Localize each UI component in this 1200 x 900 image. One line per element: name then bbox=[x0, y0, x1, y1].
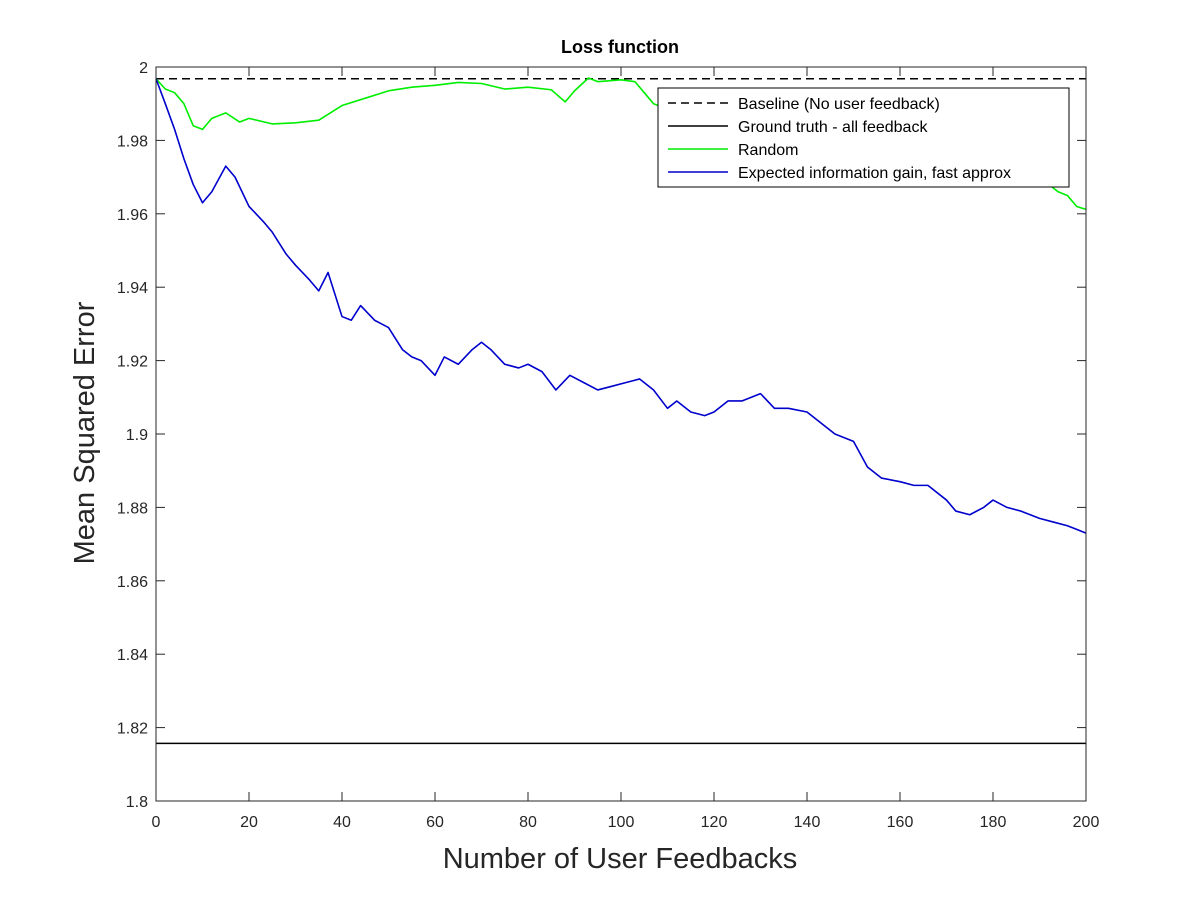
x-tick-label: 120 bbox=[701, 814, 728, 831]
y-tick-label: 1.8 bbox=[126, 794, 148, 811]
legend-entry-4: Expected information gain, fast approx bbox=[738, 165, 1011, 182]
x-tick-label: 80 bbox=[519, 814, 537, 831]
x-tick-label: 140 bbox=[794, 814, 821, 831]
y-tick-label: 1.98 bbox=[117, 133, 148, 150]
y-axis-label: Mean Squared Error bbox=[69, 301, 101, 564]
x-tick-label: 200 bbox=[1073, 814, 1100, 831]
series-line-4 bbox=[155, 78, 1087, 534]
y-tick-label: 1.92 bbox=[117, 354, 148, 371]
x-tick-label: 180 bbox=[980, 814, 1007, 831]
plot-area bbox=[156, 67, 1086, 801]
y-tick-label: 1.84 bbox=[117, 647, 148, 664]
y-tick-label: 1.9 bbox=[126, 427, 148, 444]
x-tick-label: 0 bbox=[152, 814, 161, 831]
legend-entry-1: Baseline (No user feedback) bbox=[738, 96, 940, 113]
legend-box bbox=[657, 87, 1070, 188]
y-tick-label: 1.94 bbox=[117, 280, 148, 297]
x-tick-label: 60 bbox=[426, 814, 444, 831]
y-tick-label: 1.82 bbox=[117, 721, 148, 738]
legend-entry-2: Ground truth - all feedback bbox=[738, 119, 928, 136]
chart-title: Loss function bbox=[561, 37, 679, 57]
ticks-layer: 0 20 40 60 80 100 120 140 160 180 200 1.8 1.82 1.84 1.… bbox=[117, 60, 1100, 831]
legend: Baseline (No user feedback) Ground truth … bbox=[657, 87, 1070, 188]
y-tick-label: 1.96 bbox=[117, 207, 148, 224]
x-tick-label: 20 bbox=[240, 814, 258, 831]
y-tick-label: 2 bbox=[139, 60, 148, 77]
axes-box bbox=[156, 67, 1086, 801]
x-axis-label: Number of User Feedbacks bbox=[443, 843, 798, 875]
y-tick-label: 1.86 bbox=[117, 574, 148, 591]
y-tick-label: 1.88 bbox=[117, 500, 148, 517]
x-tick-label: 100 bbox=[608, 814, 635, 831]
x-tick-label: 160 bbox=[887, 814, 914, 831]
legend-entry-3: Random bbox=[738, 142, 798, 159]
x-tick-label: 40 bbox=[333, 814, 351, 831]
